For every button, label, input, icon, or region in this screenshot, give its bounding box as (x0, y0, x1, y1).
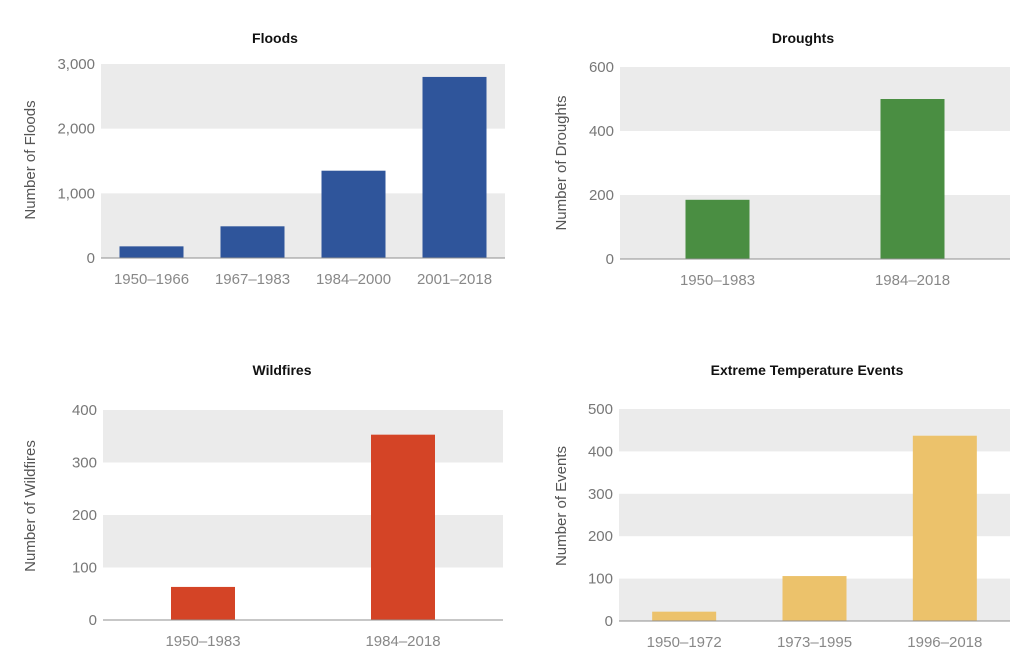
wildfires-y-tick-label: 100 (72, 560, 97, 577)
droughts-x-tick-label: 1984–2018 (875, 272, 950, 289)
floods-panel: Floods Number of Floods 0 1,000 2,000 3,000… (22, 30, 505, 288)
extreme-temperature-y-tick-label: 0 (605, 613, 613, 630)
extreme-temperature-y-tick-label: 300 (588, 486, 613, 503)
floods-title: Floods (252, 30, 298, 46)
droughts-panel: Droughts Number of Droughts 0 200 400 600 19… (553, 30, 1010, 289)
droughts-y-axis-label: Number of Droughts (553, 95, 570, 230)
floods-x-tick-label: 1967–1983 (215, 271, 290, 288)
wildfires-bar (171, 586, 235, 620)
droughts-grid-band (620, 67, 1010, 131)
droughts-title: Droughts (772, 30, 834, 46)
droughts-y-tick-label: 0 (606, 251, 614, 268)
extreme-temperature-y-tick-label: 400 (588, 443, 613, 460)
extreme-temperature-x-tick-label: 1973–1995 (777, 634, 852, 651)
droughts-plot: 0 200 400 600 1950–1983 1984–2018 (589, 59, 1010, 289)
extreme-temperature-y-tick-label: 100 (588, 571, 613, 588)
floods-bar (119, 246, 184, 258)
wildfires-grid-band (103, 515, 503, 568)
floods-y-tick-label: 0 (87, 250, 95, 267)
floods-y-tick-label: 3,000 (57, 56, 95, 73)
floods-bar (220, 226, 285, 258)
droughts-y-tick-label: 200 (589, 187, 614, 204)
droughts-grid-band (620, 195, 1010, 259)
wildfires-y-axis-label: Number of Wildfires (22, 440, 39, 572)
floods-y-tick-label: 2,000 (57, 121, 95, 138)
droughts-y-tick-label: 600 (589, 59, 614, 76)
wildfires-plot: 0 100 200 300 400 1950–1983 1984–2018 (72, 402, 503, 650)
floods-plot: 0 1,000 2,000 3,000 1950–1966 1967–1983 1984–2… (57, 56, 505, 288)
extreme-temperature-y-tick-label: 500 (588, 401, 613, 418)
wildfires-y-tick-label: 0 (89, 612, 97, 629)
extreme-temperature-y-axis-label: Number of Events (553, 446, 570, 566)
floods-y-axis-label: Number of Floods (22, 100, 39, 219)
droughts-y-tick-label: 400 (589, 123, 614, 140)
wildfires-x-tick-label: 1984–2018 (365, 633, 440, 650)
wildfires-title: Wildfires (253, 362, 312, 378)
extreme-temperature-title: Extreme Temperature Events (711, 362, 904, 378)
droughts-bar (685, 199, 750, 259)
droughts-bar (880, 99, 945, 259)
extreme-temperature-panel: Extreme Temperature Events Number of Eve… (553, 362, 1010, 651)
extreme-temperature-y-tick-label: 200 (588, 528, 613, 545)
extreme-temperature-bar (652, 611, 717, 621)
wildfires-x-tick-label: 1950–1983 (165, 633, 240, 650)
floods-bar (321, 170, 386, 258)
floods-y-tick-label: 1,000 (57, 185, 95, 202)
droughts-x-tick-label: 1950–1983 (680, 272, 755, 289)
floods-bar (422, 76, 487, 258)
wildfires-bar (371, 434, 435, 620)
wildfires-y-tick-label: 200 (72, 507, 97, 524)
floods-x-tick-label: 1984–2000 (316, 271, 391, 288)
wildfires-y-tick-label: 400 (72, 402, 97, 419)
extreme-temperature-x-tick-label: 1996–2018 (907, 634, 982, 651)
wildfires-y-tick-label: 300 (72, 455, 97, 472)
wildfires-grid-band (103, 410, 503, 463)
extreme-temperature-bar (782, 576, 847, 621)
extreme-temperature-plot: 0 100 200 300 400 500 1950–1972 1973–1995 1996–2… (588, 401, 1010, 651)
extreme-temperature-x-tick-label: 1950–1972 (647, 634, 722, 651)
wildfires-panel: Wildfires Number of Wildfires 0 100 200 300… (22, 362, 503, 650)
extreme-temperature-bar (912, 435, 977, 621)
floods-x-tick-label: 1950–1966 (114, 271, 189, 288)
floods-x-tick-label: 2001–2018 (417, 271, 492, 288)
